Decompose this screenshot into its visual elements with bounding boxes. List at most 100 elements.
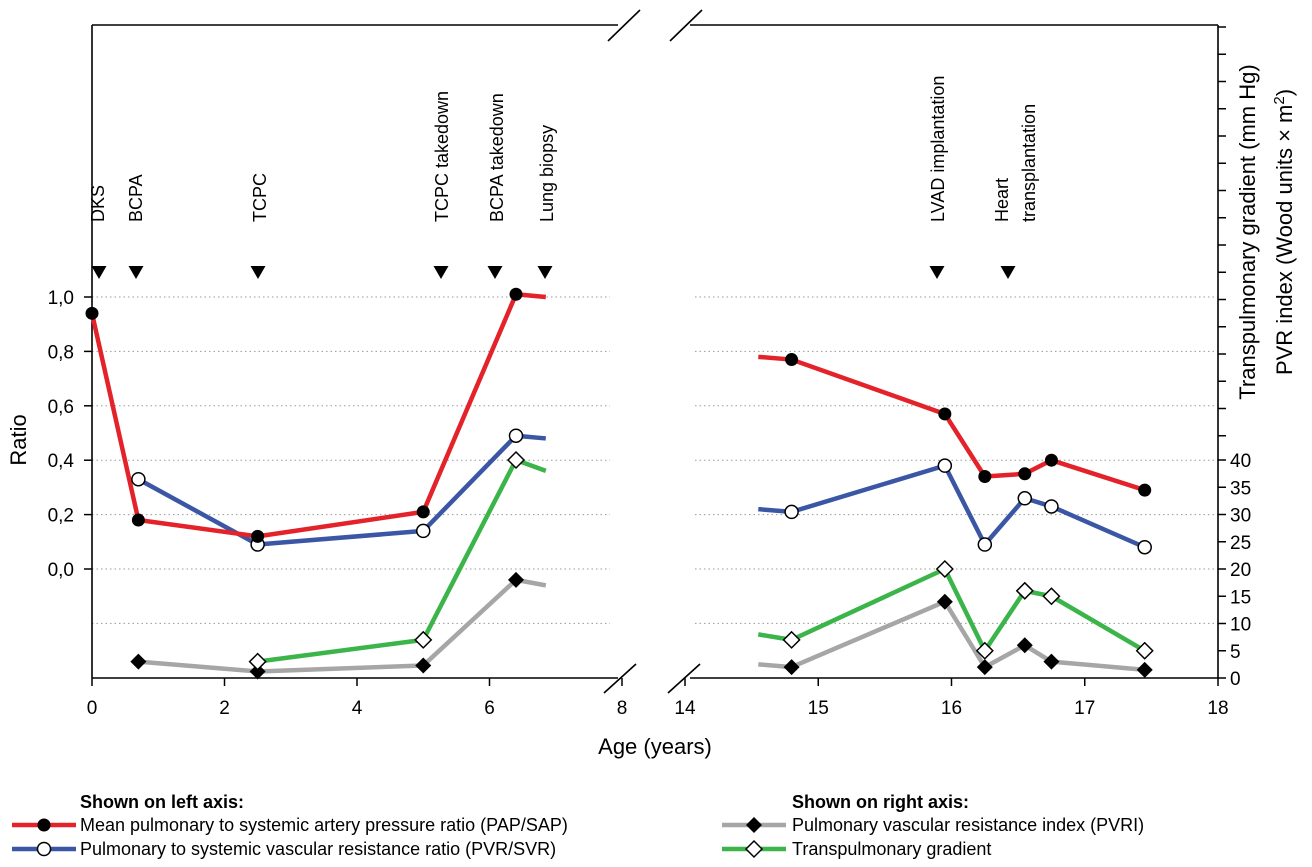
right-axis-title-pvri-sup: 2 <box>1271 96 1288 104</box>
legend-label: Pulmonary to systemic vascular resistanc… <box>80 839 556 859</box>
x-tick-label: 18 <box>1207 698 1228 719</box>
series-line <box>758 354 1146 493</box>
legend-label: Pulmonary vascular resistance index (PVR… <box>792 815 1144 835</box>
left-tick-label: 0,8 <box>48 342 74 363</box>
data-point <box>1043 653 1060 670</box>
data-point <box>1017 491 1033 506</box>
data-point <box>251 529 265 543</box>
left-tick-label: 1,0 <box>48 288 74 309</box>
right-tick-label: 5 <box>1230 642 1241 663</box>
x-tick-label: 17 <box>1074 698 1095 719</box>
event-markers: DKS BCPA TCPC TCPC takedown BCPA takedown Lun… <box>88 76 1039 279</box>
data-point <box>131 513 145 527</box>
right-tick-label: 30 <box>1230 506 1251 527</box>
data-point <box>249 663 266 680</box>
data-point <box>130 653 147 670</box>
x-tick-label: 15 <box>808 698 829 719</box>
series-line <box>138 577 547 674</box>
data-point <box>131 471 146 487</box>
event-marker-triangle <box>91 266 107 279</box>
data-point <box>508 571 524 588</box>
x-tick-label: 4 <box>352 698 363 719</box>
x-tick-label: 0 <box>87 698 98 719</box>
data-point <box>1136 661 1153 678</box>
data-point <box>784 504 799 520</box>
x-axis-title: Age (years) <box>598 734 712 759</box>
data-point <box>1138 483 1152 497</box>
series-line <box>758 599 1145 673</box>
event-marker-triangle <box>929 266 945 279</box>
right-axis-title-pvri: PVR index (Wood units × m2) <box>1271 89 1298 375</box>
right-axis-title-pvri-end: ) <box>1272 89 1297 96</box>
x-tick-label: 6 <box>484 698 495 719</box>
data-point <box>1137 539 1152 555</box>
data-point <box>935 559 954 579</box>
legend-label: Mean pulmonary to systemic artery pressu… <box>80 815 568 835</box>
right-tick-label: 10 <box>1230 615 1251 636</box>
data-point <box>938 407 952 421</box>
series-line <box>758 463 1146 550</box>
data-point <box>975 641 994 660</box>
axis-break-mark <box>607 9 641 42</box>
left-axis-title: Ratio <box>6 414 31 465</box>
left-tick-label: 0,2 <box>48 506 74 527</box>
legend: Shown on left axis: Shown on right axis:… <box>12 792 1144 859</box>
left-tick-label: 0,4 <box>48 451 75 472</box>
event-label: TCPC <box>250 173 270 222</box>
series-line <box>257 457 547 664</box>
left-tick-label: 0,6 <box>48 397 74 418</box>
series-lines <box>85 287 1154 680</box>
legend-left-header: Shown on left axis: <box>80 792 244 812</box>
event-label: transplantation <box>1019 104 1039 222</box>
event-label: LVAD implantation <box>928 76 948 222</box>
right-tick-label: 25 <box>1230 533 1251 554</box>
ticks: 0 2 4 6 8 14 15 16 17 18 0,0 0,2 0,4 0,6 0,8 1,0 0 5 10 15 2… <box>48 26 1251 719</box>
data-point <box>85 306 99 320</box>
data-point <box>508 428 524 443</box>
right-axis-title-tpg: Transpulmonary gradient (mm Hg) <box>1235 64 1260 399</box>
data-point <box>415 657 432 674</box>
data-point <box>509 287 523 301</box>
event-marker-triangle <box>128 266 144 279</box>
data-point <box>506 450 526 470</box>
data-point <box>977 537 993 552</box>
legend-label: Transpulmonary gradient <box>792 839 991 859</box>
data-point <box>978 470 992 484</box>
data-point <box>783 659 800 676</box>
legend-right-header: Shown on right axis: <box>792 792 969 812</box>
data-point <box>414 630 433 649</box>
event-label: TCPC takedown <box>432 91 452 222</box>
x-tick-label: 8 <box>617 698 628 719</box>
right-tick-label: 0 <box>1230 669 1241 690</box>
data-point <box>785 353 799 367</box>
x-tick-label: 14 <box>674 698 696 719</box>
axis-break-mark <box>667 663 701 694</box>
data-point <box>937 458 953 473</box>
series-line <box>89 292 547 539</box>
data-point <box>976 659 993 676</box>
right-tick-label: 20 <box>1230 560 1251 581</box>
right-tick-label: 40 <box>1230 451 1251 472</box>
event-label: Lung biopsy <box>537 125 557 222</box>
right-axis-title-pvri-main: PVR index (Wood units × m <box>1272 105 1297 375</box>
data-point <box>782 630 801 649</box>
event-label: BCPA <box>126 174 146 222</box>
data-point <box>1044 453 1058 467</box>
data-point <box>936 593 953 610</box>
data-point <box>416 523 431 539</box>
event-marker-triangle <box>1000 266 1016 279</box>
event-label: Heart <box>992 178 1012 222</box>
legend-marker <box>37 818 51 832</box>
data-point <box>1044 499 1059 514</box>
data-point <box>1042 587 1061 606</box>
data-point <box>416 505 430 519</box>
left-tick-label: 0,0 <box>48 560 74 581</box>
axis-break-mark <box>669 9 703 42</box>
data-point <box>1015 581 1034 600</box>
data-point <box>1016 637 1033 654</box>
right-tick-label: 15 <box>1230 587 1251 608</box>
event-label: DKS <box>88 185 108 222</box>
legend-marker <box>36 841 52 857</box>
event-label: BCPA takedown <box>487 93 507 222</box>
